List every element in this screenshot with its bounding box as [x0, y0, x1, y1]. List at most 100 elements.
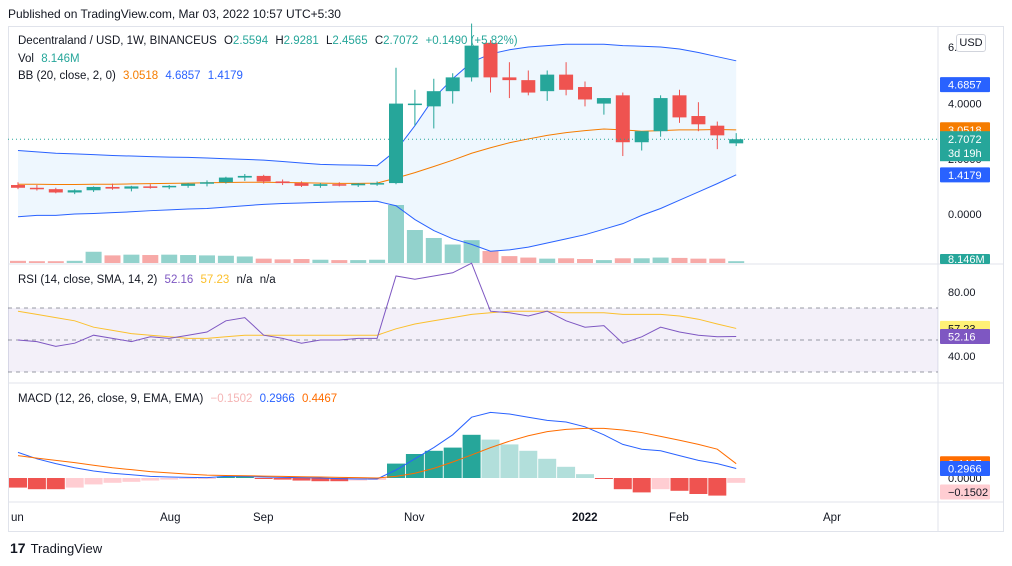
- symbol-title[interactable]: Decentraland / USD, 1W, BINANCEUS: [18, 35, 217, 47]
- time-tick-label: Feb: [669, 512, 689, 524]
- volume-bar: [388, 205, 404, 263]
- volume-bar: [180, 255, 197, 263]
- bb-upper-line: [17, 43, 737, 167]
- candle-body: [691, 116, 706, 125]
- tradingview-footer[interactable]: 17 TradingView: [10, 540, 102, 556]
- volume-bar: [558, 258, 575, 263]
- price-pane: [8, 23, 938, 263]
- candle-body: [559, 74, 574, 90]
- low-value: 2.4565: [332, 35, 368, 47]
- macd-badge: 0.2966: [948, 464, 982, 476]
- rsi-legend: RSI (14, close, SMA, 14, 2) 52.16 57.23 …: [18, 274, 280, 286]
- macd-hist-badge-bg: [940, 484, 990, 500]
- candle-body: [389, 103, 403, 184]
- candle-body: [181, 183, 196, 186]
- macd-hist-badge: −0.1502: [948, 487, 988, 499]
- time-tick-label: 2022: [572, 512, 598, 524]
- rsi-na-1: n/a: [236, 274, 253, 286]
- price-tick-label: 0.0000: [948, 209, 982, 221]
- volume-badge: 8.146M: [948, 254, 985, 266]
- macd-histogram-bar: [235, 476, 254, 478]
- volume-bar: [444, 244, 461, 263]
- macd-histogram-bar: [65, 478, 84, 488]
- rsi-line: [17, 262, 737, 347]
- macd-histogram-bar: [27, 478, 46, 490]
- candle-body: [313, 184, 328, 186]
- macd-histogram-bar: [708, 478, 727, 496]
- volume-bar: [331, 260, 348, 263]
- price-tick-label: 4.0000: [948, 99, 982, 111]
- candle-body: [143, 186, 158, 188]
- currency-button[interactable]: USD: [956, 34, 986, 52]
- macd-label[interactable]: MACD (12, 26, close, 9, EMA, EMA): [18, 393, 204, 405]
- volume-bar: [671, 257, 688, 263]
- candle-body: [275, 181, 290, 184]
- close-value: 2.7072: [383, 35, 419, 47]
- price-tick-label: 6.: [948, 42, 957, 54]
- volume-bar: [10, 260, 26, 263]
- candle-body: [540, 74, 555, 92]
- volume-bar: [690, 258, 707, 263]
- volume-bar: [350, 260, 367, 263]
- candle-body: [729, 139, 744, 144]
- axes: 6.4.00002.00000.00004.68573.05182.70723d…: [11, 42, 990, 524]
- volume-bar: [482, 251, 499, 263]
- close-badge: 2.7072: [948, 134, 982, 146]
- time-tick-label: Sep: [253, 512, 273, 524]
- volume-bar: [161, 254, 178, 263]
- candle-body: [502, 77, 517, 81]
- candle-body: [483, 42, 498, 78]
- macd-histogram-bar: [424, 450, 443, 478]
- macd-hist-value: −0.1502: [210, 393, 253, 405]
- time-tick-label: Nov: [404, 512, 425, 524]
- macd-histogram-bar: [254, 478, 273, 479]
- macd-histogram-bar: [46, 478, 65, 490]
- bb-lower-badge: 1.4179: [948, 170, 982, 182]
- macd-histogram-bar: [103, 478, 122, 483]
- rsi-label[interactable]: RSI (14, close, SMA, 14, 2): [18, 274, 158, 286]
- volume-value: 8.146M: [41, 53, 80, 65]
- rsi-tick-label: 40.00: [948, 351, 976, 363]
- candle-body: [218, 177, 233, 183]
- macd-histogram-bar: [613, 478, 632, 490]
- macd-legend: MACD (12, 26, close, 9, EMA, EMA) −0.150…: [18, 393, 341, 405]
- candle-body: [653, 98, 668, 132]
- candle-body: [615, 95, 630, 143]
- rsi-na-2: n/a: [259, 274, 276, 286]
- bb-label[interactable]: BB (20, close, 2, 0): [18, 70, 116, 82]
- macd-histogram-bar: [689, 478, 708, 494]
- volume-bar: [633, 258, 650, 263]
- volume-bar: [104, 255, 121, 263]
- candle-body: [105, 186, 120, 189]
- rsi-sma-value: 57.23: [200, 274, 230, 286]
- volume-legend: Vol 8.146M: [18, 53, 80, 65]
- bb-upper-badge: 4.6857: [948, 80, 982, 92]
- volume-bar: [217, 255, 234, 263]
- volume-bar: [463, 240, 480, 263]
- volume-bar: [85, 251, 102, 263]
- macd-line: [17, 411, 737, 480]
- macd-histogram-bar: [122, 478, 141, 482]
- bb-lower-badge-bg: [940, 167, 990, 183]
- volume-bar: [142, 255, 159, 263]
- volume-bar: [539, 258, 556, 263]
- time-tick-label: un: [11, 512, 24, 524]
- candle-body: [407, 103, 422, 106]
- candle-body: [464, 45, 479, 78]
- volume-bar: [652, 257, 669, 263]
- candle-body: [370, 183, 385, 185]
- time-tick-label: Apr: [823, 512, 841, 524]
- rsi-tick-label: 80.00: [948, 287, 976, 299]
- macd-histogram-bar: [216, 476, 235, 478]
- bb-lower-value: 1.4179: [207, 70, 243, 82]
- volume-bar: [123, 254, 140, 263]
- macd-signal-line: [17, 427, 737, 479]
- candle-body: [578, 87, 592, 100]
- candle-body: [351, 183, 366, 186]
- candle-body: [294, 183, 309, 186]
- macd-histogram-bar: [179, 478, 198, 479]
- volume-bar: [501, 256, 518, 263]
- volume-bar: [293, 259, 310, 263]
- high-value: 2.9281: [283, 35, 319, 47]
